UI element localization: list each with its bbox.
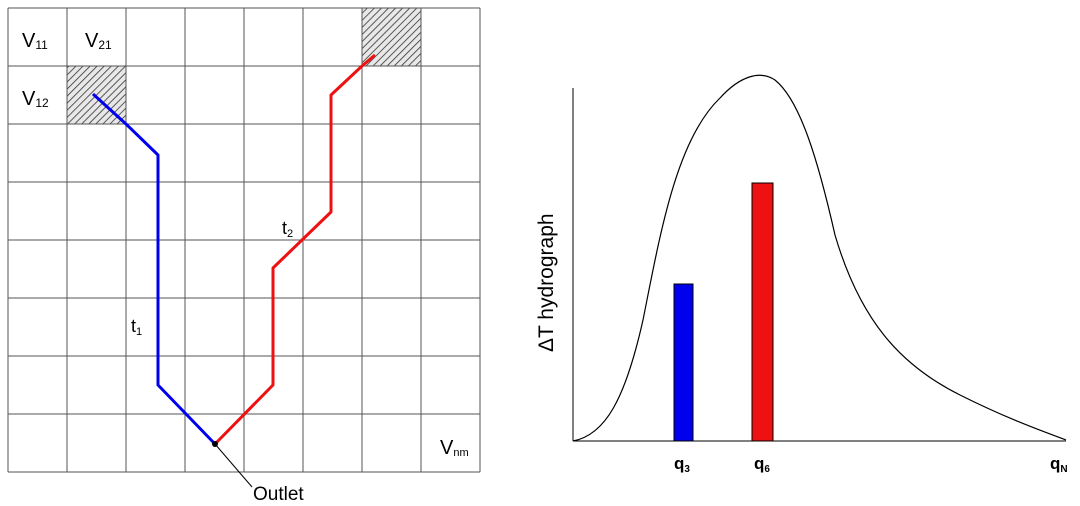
cell-label-v11: V11 [22,30,48,52]
travel-time-label-t1: t1 [131,316,142,338]
hydrograph: ΔT hydrograph q3 q6 qN [535,74,1068,475]
x-label-q6: q6 [754,454,770,475]
x-label-q3: q3 [674,454,690,475]
grid-lines [7,7,481,473]
bar-q6 [751,182,774,442]
cell-label-vnm: Vnm [440,437,469,459]
cell-label-v12: V12 [22,88,49,110]
bar-q3 [673,283,694,442]
hydrograph-curve [572,74,1067,442]
flow-path-t1 [91,92,217,446]
watershed-grid: V11 V21 V12 Vnm t1 t2 Outlet [7,7,481,505]
outlet-leader [214,443,253,488]
x-label-qN: qN [1050,454,1068,475]
y-axis-label: ΔT hydrograph [535,213,558,352]
flow-path-t2 [213,53,376,446]
outlet-label: Outlet [253,484,304,505]
travel-time-label-t2: t2 [282,218,293,240]
cell-label-v21: V21 [85,30,112,52]
